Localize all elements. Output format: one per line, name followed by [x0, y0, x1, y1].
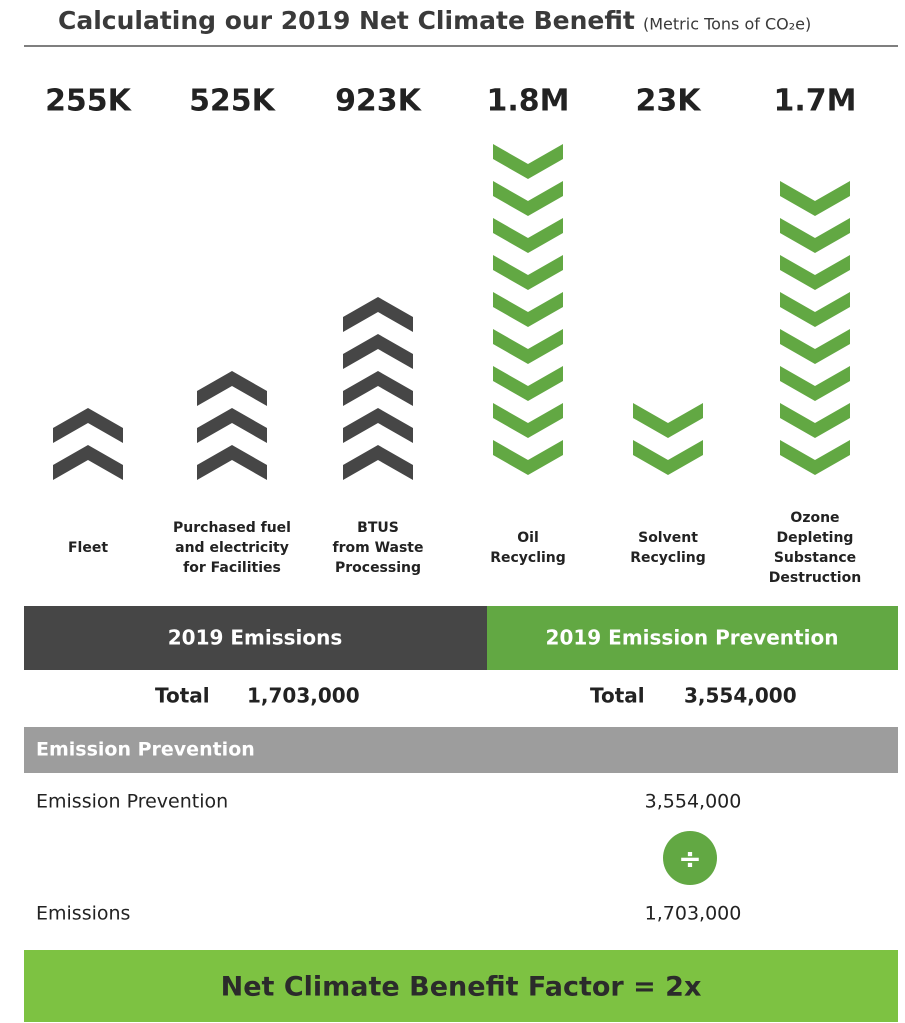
emissions-bar — [24, 606, 487, 670]
chevron — [633, 403, 703, 438]
chevron — [633, 440, 703, 475]
column-label: Solvent — [638, 530, 698, 546]
chevron — [197, 408, 267, 443]
total-label: Total — [590, 684, 645, 708]
column-value: 525K — [189, 84, 277, 119]
chevron — [343, 371, 413, 406]
column-label: Ozone — [790, 510, 839, 526]
chevron — [493, 403, 563, 438]
column-value: 923K — [335, 84, 423, 119]
chevron — [493, 144, 563, 179]
column-label: Substance — [774, 550, 856, 566]
prevention-bar — [487, 606, 898, 670]
chevron — [493, 181, 563, 216]
column-value: 1.8M — [487, 84, 570, 119]
chevron — [343, 408, 413, 443]
column-label: from Waste — [333, 540, 424, 556]
chevron — [493, 440, 563, 475]
emissions-heading: 2019 Emissions — [168, 626, 343, 650]
row-label: Emission Prevention — [36, 791, 228, 813]
chevron — [780, 181, 850, 216]
operator-circle — [663, 831, 717, 885]
subtitle: (Metric Tons of CO₂e) — [643, 15, 811, 34]
total-value: 3,554,000 — [684, 684, 797, 708]
chevron — [780, 366, 850, 401]
column-label: Destruction — [769, 570, 861, 586]
row-label: Emissions — [36, 903, 130, 925]
column-label: Oil — [517, 530, 539, 546]
title: Calculating our 2019 Net Climate Benefit — [58, 6, 635, 35]
chevron — [53, 445, 123, 480]
chevron — [197, 371, 267, 406]
chevron — [493, 292, 563, 327]
chevron — [493, 366, 563, 401]
column-value: 255K — [45, 84, 133, 119]
column-value: 1.7M — [774, 84, 857, 119]
column-label: Purchased fuel — [173, 520, 291, 536]
chevron — [53, 408, 123, 443]
chevron — [343, 334, 413, 369]
row-value: 1,703,000 — [645, 903, 742, 925]
operator: ÷ — [678, 842, 701, 875]
row-value: 3,554,000 — [645, 791, 742, 813]
column-label: BTUS — [357, 520, 399, 536]
chevron — [493, 218, 563, 253]
calc-heading: Emission Prevention — [36, 739, 255, 761]
result: Net Climate Benefit Factor = 2x — [221, 972, 702, 1003]
chevron — [197, 445, 267, 480]
chevron — [780, 292, 850, 327]
column-label: Recycling — [630, 550, 706, 566]
total-value: 1,703,000 — [247, 684, 360, 708]
column-label: Recycling — [490, 550, 566, 566]
column-label: and electricity — [175, 540, 289, 556]
chevron — [780, 329, 850, 364]
chevron — [493, 255, 563, 290]
total-label: Total — [155, 684, 210, 708]
chevron — [493, 329, 563, 364]
chevron — [780, 218, 850, 253]
chevron — [343, 297, 413, 332]
chevron — [343, 445, 413, 480]
prevention-heading: 2019 Emission Prevention — [546, 626, 839, 650]
chevron — [780, 440, 850, 475]
column-label: Fleet — [68, 540, 108, 556]
column-value: 23K — [636, 84, 703, 119]
result-banner — [24, 950, 898, 1022]
chevron — [780, 403, 850, 438]
chevron — [780, 255, 850, 290]
column-label: Processing — [335, 560, 421, 576]
calc-heading-bar — [24, 727, 898, 773]
column-label: Depleting — [777, 530, 854, 546]
column-label: for Facilities — [183, 560, 281, 576]
